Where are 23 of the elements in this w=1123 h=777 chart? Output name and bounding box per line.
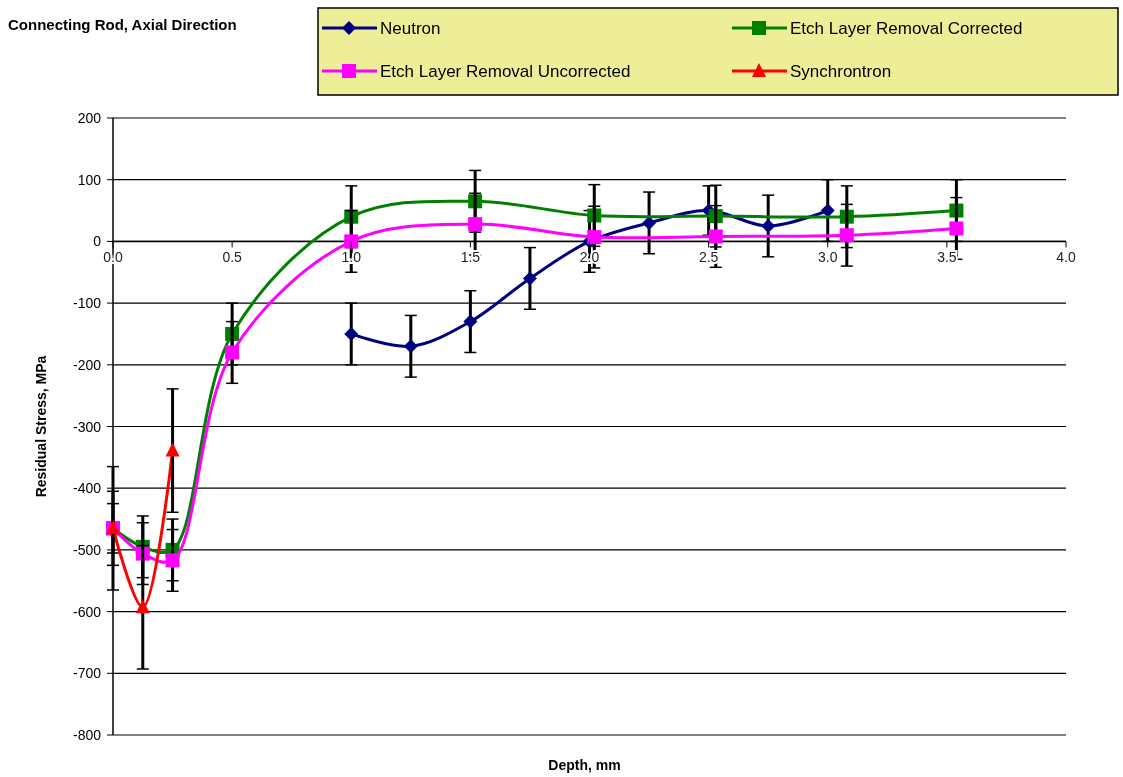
y-axis-title: Residual Stress, MPa bbox=[33, 355, 49, 498]
y-tick-label: 0 bbox=[93, 233, 102, 250]
y-tick-label: -800 bbox=[72, 727, 102, 743]
x-tick-label: 3.0 bbox=[818, 249, 838, 266]
y-tick-label: -100 bbox=[72, 295, 102, 312]
x-tick-label: 0.5 bbox=[222, 249, 243, 266]
legend-label: Neutron bbox=[380, 19, 441, 38]
x-tick-label: 4.0 bbox=[1056, 249, 1076, 266]
y-tick-label: -200 bbox=[72, 356, 102, 373]
chart-title: Connecting Rod, Axial Direction bbox=[8, 16, 237, 33]
x-tick-label: 3.5 bbox=[937, 249, 957, 266]
y-tick-label: 200 bbox=[77, 110, 102, 126]
legend-label: Synchrontron bbox=[790, 62, 892, 81]
y-tick-label: -300 bbox=[72, 418, 102, 435]
x-tick-label: 1.5 bbox=[460, 249, 481, 266]
y-tick-label: -600 bbox=[72, 603, 102, 620]
legend-label: Etch Layer Removal Uncorrected bbox=[380, 62, 631, 81]
y-tick-label: -400 bbox=[72, 480, 102, 497]
y-tick-label: -700 bbox=[72, 665, 102, 682]
legend-label: Etch Layer Removal Corrected bbox=[790, 19, 1023, 38]
x-axis-title: Depth, mm bbox=[548, 757, 621, 773]
y-tick-label: -500 bbox=[72, 541, 102, 558]
y-tick-label: 100 bbox=[77, 171, 102, 188]
